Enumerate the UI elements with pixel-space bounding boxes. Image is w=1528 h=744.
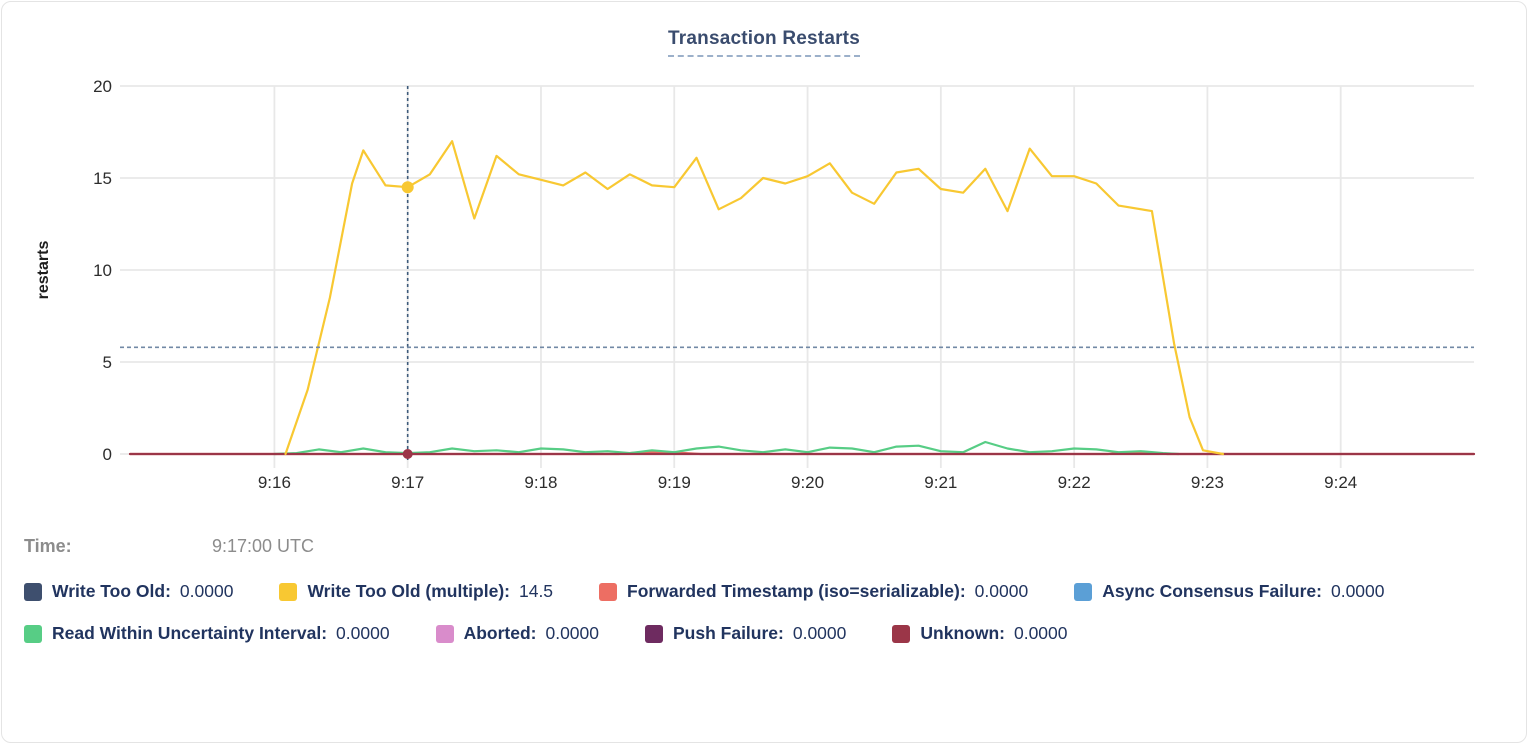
y-tick-label: 5: [103, 353, 112, 372]
legend-label: Write Too Old (multiple):: [307, 581, 510, 601]
legend-item: Read Within Uncertainty Interval: 0.0000: [24, 623, 390, 644]
x-tick-label: 9:17: [391, 473, 424, 492]
y-tick-label: 15: [93, 169, 112, 188]
legend-value: 0.0000: [1013, 623, 1068, 643]
legend-swatch: [892, 624, 911, 643]
y-tick-label: 10: [93, 261, 112, 280]
x-tick-label: 9:18: [524, 473, 557, 492]
chart-title[interactable]: Transaction Restarts: [668, 28, 860, 57]
legend-label: Forwarded Timestamp (iso=serializable):: [627, 581, 966, 601]
legend-item: Forwarded Timestamp (iso=serializable): …: [599, 581, 1028, 602]
legend-value: 0.0000: [1330, 581, 1385, 601]
x-tick-label: 9:23: [1191, 473, 1224, 492]
legend-label: Unknown:: [920, 623, 1005, 643]
hover-time-row: Time: 9:17:00 UTC: [2, 536, 1526, 557]
legend-swatch: [24, 582, 42, 601]
y-axis-label: restarts: [35, 241, 52, 300]
legend-value: 0.0000: [974, 581, 1029, 601]
legend-item: Write Too Old: 0.0000: [24, 581, 233, 602]
crosshair-dot: [401, 181, 414, 194]
legend-label: Async Consensus Failure:: [1102, 581, 1322, 601]
legend-item: Aborted: 0.0000: [435, 623, 599, 644]
legend-item: Async Consensus Failure: 0.0000: [1074, 581, 1385, 602]
legend-label: Push Failure:: [673, 623, 784, 643]
series-layer: [128, 140, 1476, 456]
crosshair-layer: [120, 86, 1474, 460]
legend-item: Push Failure: 0.0000: [645, 623, 846, 644]
grid-layer: [120, 85, 1474, 468]
legend-value: 0.0000: [792, 623, 847, 643]
series-line: [273, 440, 1180, 456]
x-tick-label: 9:16: [258, 473, 291, 492]
legend-swatch: [279, 582, 298, 601]
x-tick-label: 9:24: [1324, 473, 1357, 492]
y-tick-label: 0: [103, 445, 112, 464]
legend-swatch: [645, 624, 663, 643]
series-line: [284, 140, 1225, 456]
legend-value: 14.5: [518, 581, 554, 601]
legend-label: Write Too Old:: [52, 581, 171, 601]
legend-value: 0.0000: [179, 581, 234, 601]
legend-swatch: [435, 624, 454, 643]
legend-swatch: [599, 582, 618, 601]
y-tick-label: 20: [93, 77, 112, 96]
hover-time-label: Time:: [24, 536, 72, 556]
hover-time-value: 9:17:00 UTC: [212, 536, 315, 556]
legend-item: Unknown: 0.0000: [892, 623, 1068, 644]
legend-swatch: [24, 624, 42, 643]
x-tick-label: 9:22: [1058, 473, 1091, 492]
legend-value: 0.0000: [336, 623, 390, 643]
axis-layer: 0 5 10 15 20 9:16 9:17 9:18 9:19 9:20 9:21 9:22 9:23…: [93, 77, 1357, 492]
crosshair-dot: [402, 449, 413, 459]
legend-label: Aborted:: [463, 623, 537, 643]
chart-header: Transaction Restarts: [2, 2, 1526, 62]
legend-label: Read Within Uncertainty Interval:: [52, 623, 328, 643]
legend-value: 0.0000: [545, 623, 599, 643]
chart-canvas[interactable]: 0 5 10 15 20 9:16 9:17 9:18 9:19 9:20 9:21 9:22 9:23…: [2, 64, 1527, 524]
x-tick-label: 9:19: [658, 473, 691, 492]
x-tick-label: 9:20: [791, 473, 824, 492]
legend: Write Too Old: 0.0000 Write Too Old (mul…: [2, 581, 1526, 644]
legend-item: Write Too Old (multiple): 14.5: [279, 581, 553, 602]
x-tick-label: 9:21: [924, 473, 957, 492]
legend-swatch: [1074, 582, 1093, 601]
